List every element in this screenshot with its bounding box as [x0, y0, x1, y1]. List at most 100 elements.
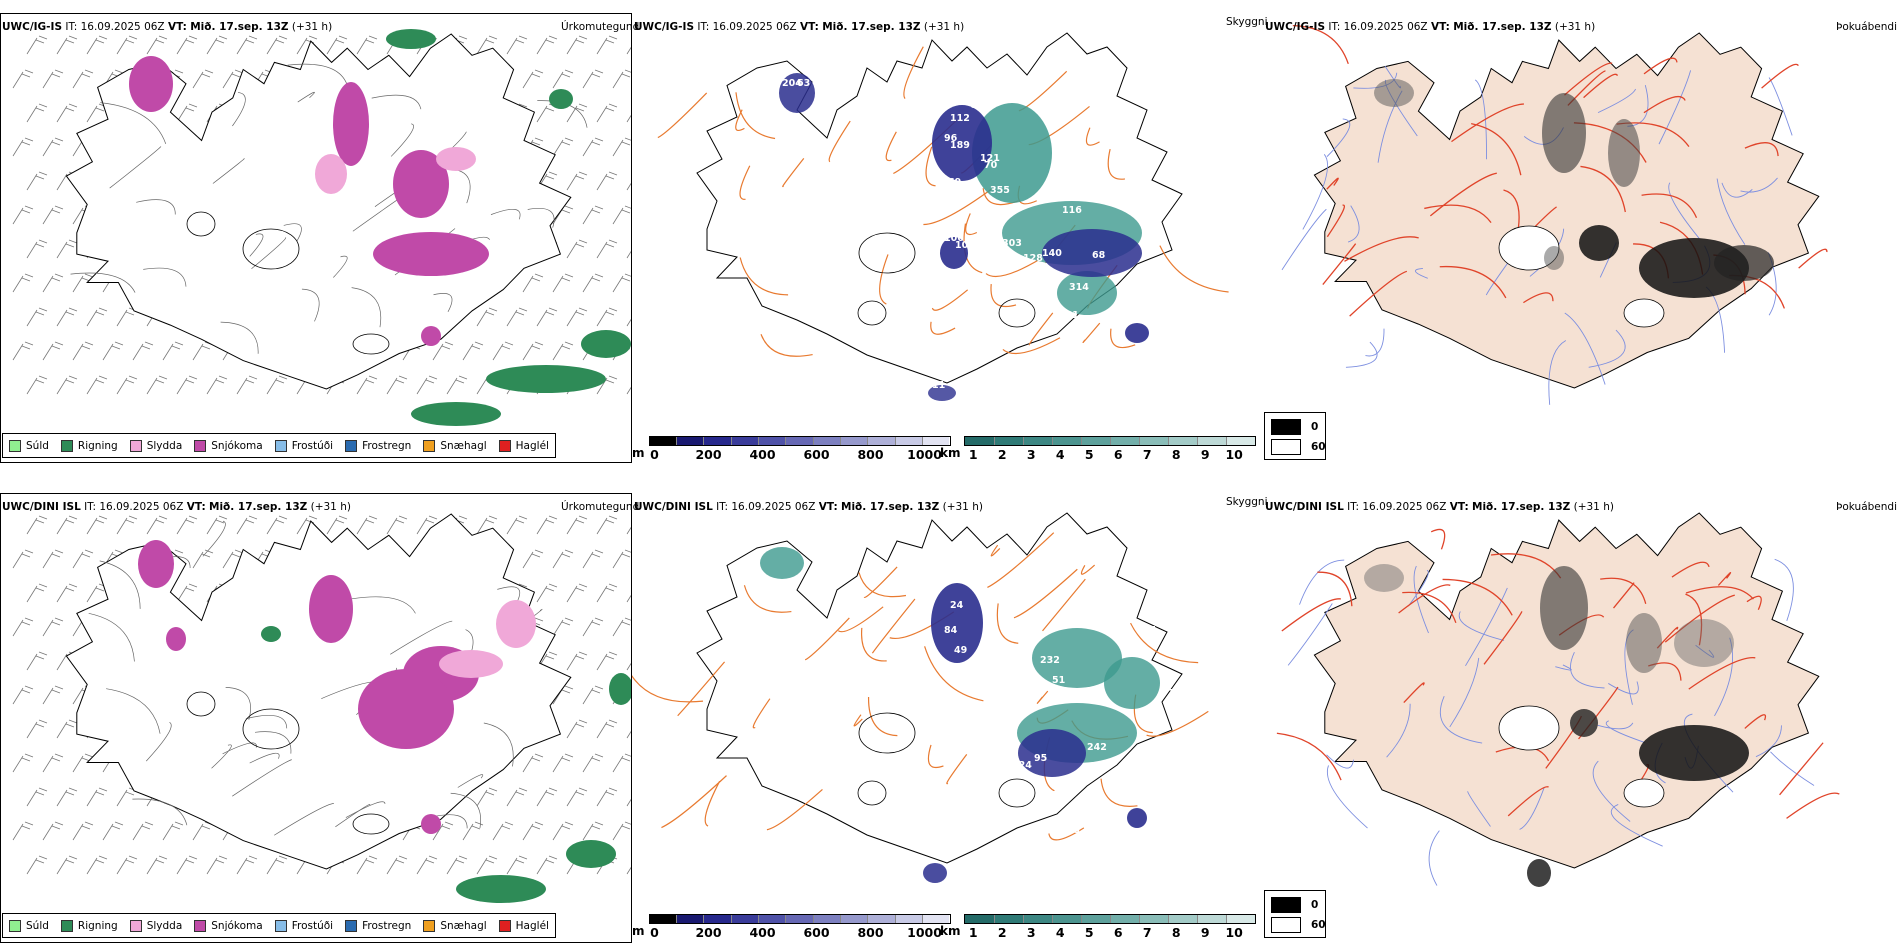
legend-swatch	[194, 439, 207, 452]
wind-barb	[612, 69, 631, 89]
road	[1130, 622, 1199, 664]
glacier-outline	[998, 778, 1036, 808]
river	[1564, 312, 1606, 385]
coastline	[65, 513, 572, 870]
road	[925, 146, 936, 187]
river	[1302, 153, 1328, 230]
low-ceiling-area	[932, 105, 992, 181]
legend-item: Snjókoma	[194, 439, 263, 452]
ceiling-value-label: 106	[944, 233, 964, 244]
river	[1281, 208, 1327, 271]
wind-barb	[552, 617, 574, 637]
colorbar-tick-label: 800	[857, 447, 884, 462]
ceiling-value-label: 232	[1040, 655, 1060, 666]
river	[1588, 329, 1626, 368]
wind-barb	[386, 855, 408, 875]
road	[1398, 584, 1451, 614]
rain-area	[386, 29, 436, 49]
road	[871, 598, 916, 654]
low-visibility-area	[972, 103, 1052, 203]
road	[1442, 578, 1513, 616]
road	[1439, 265, 1507, 299]
river	[1770, 751, 1815, 786]
road	[335, 804, 371, 828]
wind-barb	[266, 375, 288, 395]
rain-area	[609, 673, 631, 705]
low-ceiling-area	[931, 583, 983, 663]
legend-swatch	[345, 919, 358, 932]
ceiling-value-label: 87	[1050, 790, 1063, 801]
ceiling-value-label: 355	[990, 185, 1010, 196]
wind-barb	[102, 821, 124, 841]
glacier-outline	[186, 211, 216, 237]
precip-type-panel-igis: Súld Rigning Slydda Snjókoma Frostúði Frostre…	[0, 13, 632, 463]
ceiling-value-label: 31	[994, 740, 1007, 751]
wind-barb	[42, 549, 64, 569]
legend-label: Haglél	[515, 919, 549, 932]
colorbar-tick-label: 2	[997, 925, 1007, 940]
road	[766, 789, 823, 831]
wind-barb	[12, 685, 34, 705]
legend-swatch	[345, 439, 358, 452]
wind-barb	[536, 307, 558, 327]
road	[985, 257, 1042, 278]
colorbar-tick-label: 6	[1113, 925, 1123, 940]
wind-barb	[582, 821, 604, 841]
colorbar-cell	[758, 915, 787, 923]
snow-area	[309, 575, 353, 643]
legend-swatch	[129, 439, 142, 452]
panel-type-label: Þokuábendi	[1836, 21, 1897, 33]
snow-area	[421, 814, 441, 834]
legend-swatch	[194, 919, 207, 932]
wind-barb	[72, 821, 94, 841]
wind-barb	[476, 787, 498, 807]
wind-barb	[626, 662, 631, 671]
wind-barb	[26, 307, 48, 327]
legend-item: Slydda	[129, 439, 182, 452]
precip-legend: Súld Rigning Slydda Snjókoma Frostúði Frostre…	[2, 433, 556, 458]
coastline	[65, 33, 572, 390]
wind-barb	[552, 549, 574, 569]
wind-barb	[56, 307, 78, 327]
road	[632, 675, 704, 703]
road	[1429, 172, 1497, 217]
glacier-outline	[857, 300, 887, 326]
road	[735, 109, 745, 132]
wind-barb	[236, 855, 258, 875]
wind-barb	[176, 515, 198, 535]
wind-barb	[192, 549, 214, 569]
road	[225, 687, 251, 720]
snow-area	[166, 627, 186, 651]
colorbar-cell	[1110, 437, 1141, 445]
fog-legend-value: 60	[1311, 919, 1326, 931]
legend-item: Rigning	[60, 439, 118, 452]
river	[1555, 664, 1572, 671]
colorbar-cell	[994, 915, 1024, 923]
wind-barb	[386, 515, 408, 535]
glacier-outline	[858, 232, 916, 274]
river	[1299, 559, 1345, 605]
glacier-outline	[858, 712, 916, 754]
wind-barb	[612, 273, 631, 293]
wind-barb	[176, 855, 198, 875]
panel-type-label: Skyggni	[1226, 16, 1268, 28]
wind-barb	[476, 515, 498, 535]
road	[927, 744, 944, 769]
panel-type-label: Þokuábendi	[1836, 501, 1897, 513]
wind-barb	[386, 375, 408, 395]
river	[1548, 340, 1567, 405]
wind-barb	[596, 239, 618, 259]
road	[996, 603, 1019, 644]
wind-barb	[56, 583, 78, 603]
wind-barb	[26, 583, 48, 603]
ceiling-value-label: 189	[950, 140, 970, 151]
wind-barb	[146, 375, 168, 395]
colorbar-tick-label: 1000	[907, 447, 942, 462]
legend-swatch	[423, 919, 436, 932]
wind-barb	[72, 69, 94, 89]
wind-barb	[176, 375, 198, 395]
colorbar-tick-label: 1	[968, 447, 978, 462]
river	[1668, 182, 1700, 239]
colorbar-cell	[813, 915, 842, 923]
panel-type-label: Úrkomutegund	[561, 21, 640, 33]
